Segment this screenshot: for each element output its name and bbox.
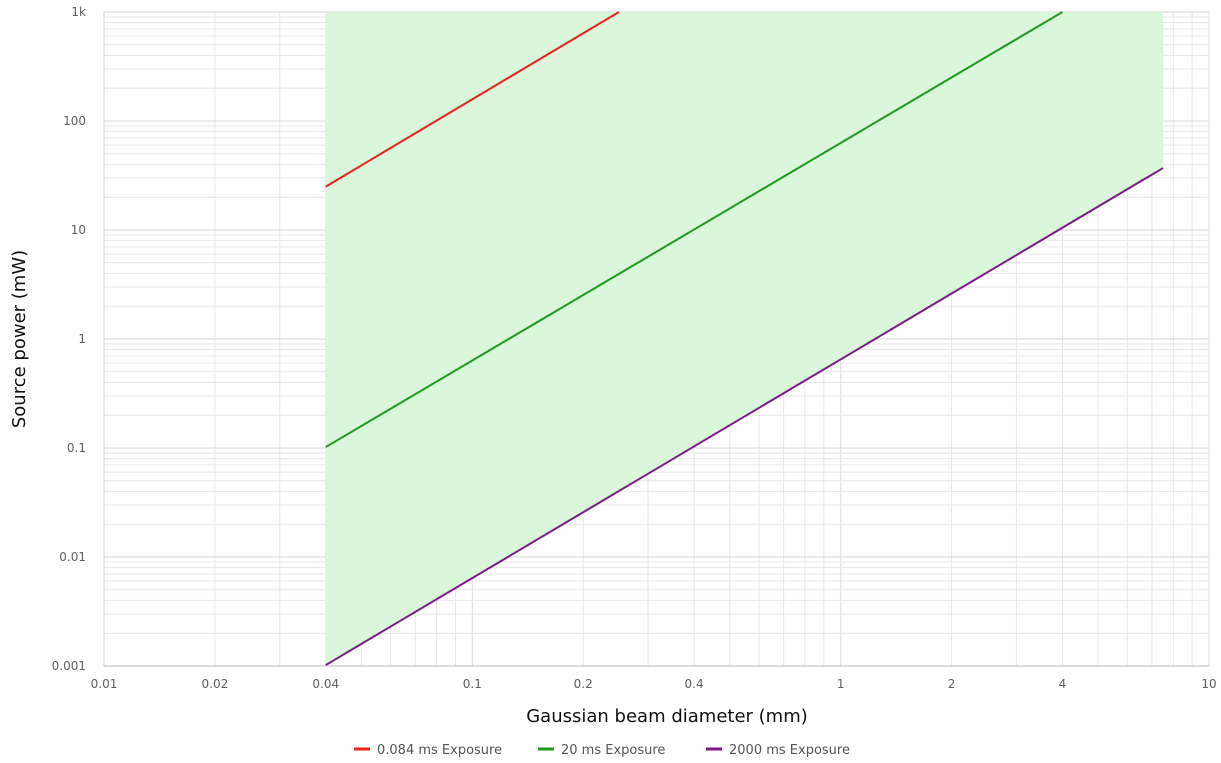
x-tick-label: 4 (1059, 677, 1067, 691)
x-tick-label: 0.01 (91, 677, 118, 691)
x-tick-label: 0.2 (574, 677, 593, 691)
y-tick-label: 100 (63, 114, 86, 128)
legend-item[interactable]: 0.084 ms Exposure (354, 743, 502, 758)
y-tick-label: 1 (78, 332, 86, 346)
axes (103, 12, 1209, 667)
y-tick-label: 0.01 (59, 550, 86, 564)
legend-label: 2000 ms Exposure (729, 743, 850, 758)
shaded-region (325, 12, 1163, 666)
y-tick-label: 1k (71, 5, 86, 19)
y-tick-label: 0.1 (67, 441, 86, 455)
x-tick-label: 0.1 (463, 677, 482, 691)
series-line-1 (325, 11, 620, 188)
series-group (325, 11, 1164, 666)
y-tick-label: 0.001 (52, 659, 86, 673)
y-axis-title: Source power (mW) (9, 250, 30, 428)
x-axis-tick-labels: 0.01 0.02 0.04 0.1 0.2 0.4 1 2 4 10 (91, 677, 1217, 691)
legend-label: 20 ms Exposure (561, 743, 665, 758)
legend[interactable]: 0.084 ms Exposure 20 ms Exposure 2000 ms E… (354, 743, 850, 758)
y-tick-label: 10 (71, 223, 86, 237)
x-tick-label: 0.4 (685, 677, 704, 691)
x-tick-label: 10 (1201, 677, 1216, 691)
y-axis-tick-labels: 0.001 0.01 0.1 1 10 100 1k (52, 5, 86, 673)
series-line-3 (325, 167, 1164, 666)
x-tick-label: 0.02 (202, 677, 229, 691)
x-tick-label: 2 (948, 677, 956, 691)
shaded-region-group (325, 12, 1163, 666)
x-axis-title: Gaussian beam diameter (mm) (526, 706, 808, 727)
legend-item[interactable]: 2000 ms Exposure (706, 743, 850, 758)
x-tick-label: 0.04 (312, 677, 339, 691)
x-tick-label: 1 (837, 677, 845, 691)
series-line-2 (325, 11, 1063, 448)
legend-label: 0.084 ms Exposure (377, 743, 502, 758)
legend-item[interactable]: 20 ms Exposure (538, 743, 665, 758)
